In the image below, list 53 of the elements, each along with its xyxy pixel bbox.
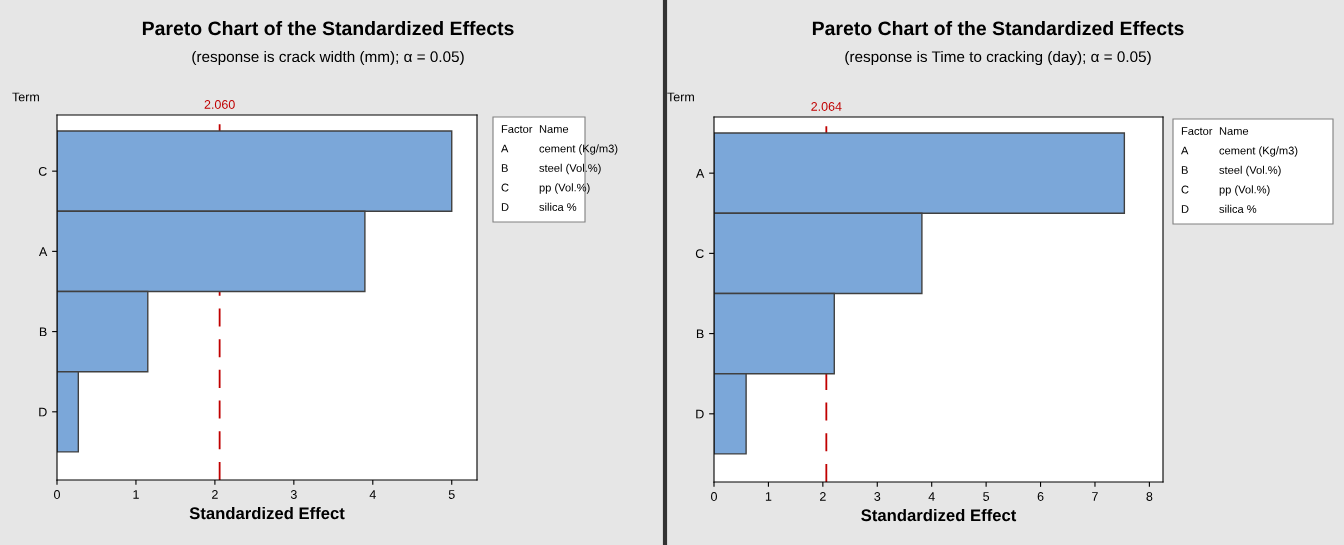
x-tick-label: 2 bbox=[212, 490, 218, 499]
text: cement (Kg/m3) bbox=[539, 144, 618, 155]
y-tick-label: A bbox=[38, 247, 48, 256]
text: silica % bbox=[1219, 204, 1257, 213]
text: pp (Vol.%) bbox=[1219, 185, 1270, 196]
text: steel (Vol.%) bbox=[539, 163, 601, 175]
chart-subtitle: (response is crack width (mm); α = 0.05) bbox=[192, 50, 464, 66]
text: B bbox=[501, 164, 508, 172]
x-tick-label: 0 bbox=[711, 492, 717, 501]
x-axis-title: Standardized Effect bbox=[189, 506, 345, 520]
ref-line-label: 2.060 bbox=[204, 100, 235, 109]
chart-title: Pareto Chart of the Standardized Effects bbox=[142, 20, 514, 36]
text: C bbox=[1181, 185, 1189, 194]
x-tick-label: 4 bbox=[369, 490, 376, 499]
x-tick-label: 1 bbox=[765, 492, 772, 501]
y-tick-label: C bbox=[38, 166, 47, 176]
text: steel (Vol.%) bbox=[1219, 165, 1281, 177]
x-tick-label: 5 bbox=[448, 490, 455, 499]
y-tick-label: D bbox=[39, 407, 47, 417]
ref-line-label: 2.064 bbox=[811, 102, 842, 111]
x-tick-label: 3 bbox=[290, 490, 297, 499]
y-tick-label: A bbox=[695, 169, 705, 178]
x-tick-label: 2 bbox=[820, 492, 826, 501]
x-tick-label: 7 bbox=[1092, 492, 1098, 501]
text: B bbox=[1181, 166, 1188, 174]
text: Factor bbox=[1181, 127, 1213, 135]
y-tick-label: B bbox=[696, 329, 704, 339]
text: cement (Kg/m3) bbox=[1219, 146, 1298, 157]
x-tick-label: 5 bbox=[983, 492, 990, 501]
text: Factor bbox=[501, 125, 533, 133]
text: A bbox=[1181, 146, 1189, 155]
x-axis-title: Standardized Effect bbox=[861, 508, 1017, 522]
text: C bbox=[501, 183, 509, 192]
text: silica % bbox=[539, 202, 577, 211]
y-axis-title: Term bbox=[12, 92, 39, 102]
x-tick-label: 6 bbox=[1037, 492, 1044, 501]
x-tick-label: 4 bbox=[928, 492, 935, 501]
x-tick-label: 1 bbox=[133, 490, 139, 499]
chart-subtitle: (response is Time to cracking (day); α = 0.05) bbox=[845, 50, 1151, 66]
text: pp (Vol.%) bbox=[539, 183, 590, 194]
text: D bbox=[501, 203, 509, 211]
text: Name bbox=[539, 125, 569, 133]
y-axis-title: Term bbox=[667, 92, 694, 102]
x-tick-label: 8 bbox=[1146, 492, 1153, 501]
text: A bbox=[501, 144, 509, 153]
text: D bbox=[1181, 205, 1189, 213]
y-tick-label: D bbox=[696, 409, 704, 419]
y-tick-label: C bbox=[695, 249, 704, 259]
x-tick-label: 0 bbox=[54, 490, 60, 499]
x-tick-label: 3 bbox=[874, 492, 881, 501]
text: Name bbox=[1219, 127, 1249, 135]
y-tick-label: B bbox=[39, 327, 47, 337]
chart-title: Pareto Chart of the Standardized Effects bbox=[812, 20, 1184, 36]
